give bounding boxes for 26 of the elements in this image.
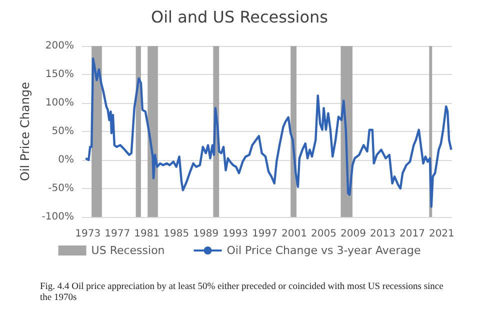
x-tick-label: 1985 bbox=[164, 228, 190, 240]
x-tick-label: 2001 bbox=[282, 228, 307, 240]
y-tick-label: 200% bbox=[45, 40, 74, 52]
x-tick-label: 2009 bbox=[340, 228, 366, 240]
x-tick-label: 2005 bbox=[311, 228, 336, 240]
y-tick-label: -50% bbox=[48, 183, 74, 194]
line-series bbox=[84, 57, 452, 208]
x-tick-label: 1981 bbox=[134, 228, 160, 240]
x-tick-label: 2013 bbox=[370, 228, 396, 240]
chart-title: Oil and US Recessions bbox=[151, 8, 328, 26]
legend-label: US Recession bbox=[91, 244, 165, 257]
y-tick-label: 150% bbox=[45, 69, 74, 80]
y-tick-label: 50% bbox=[52, 126, 74, 137]
x-tick-label: 1997 bbox=[252, 228, 278, 240]
x-tick-label: 1973 bbox=[75, 228, 101, 240]
y-tick-label: 100% bbox=[45, 98, 74, 108]
x-tick-label: 2021 bbox=[428, 228, 454, 240]
x-tick-label: 2017 bbox=[399, 228, 425, 240]
x-tick-label: 1989 bbox=[193, 228, 219, 240]
x-tick-label: 1993 bbox=[222, 228, 248, 240]
y-tick-label: 0% bbox=[58, 154, 74, 166]
legend-label: Oil Price Change vs 3-year Average bbox=[226, 244, 421, 257]
y-axis-title: Oil Price Change bbox=[18, 82, 32, 181]
caption: Fig. 4.4 Oil price appreciation by at least 50% either preceded or coincided with most US recessions since the 1970s bbox=[40, 282, 444, 304]
y-tick-label: -100% bbox=[42, 212, 74, 222]
x-tick-label: 1977 bbox=[104, 228, 130, 240]
